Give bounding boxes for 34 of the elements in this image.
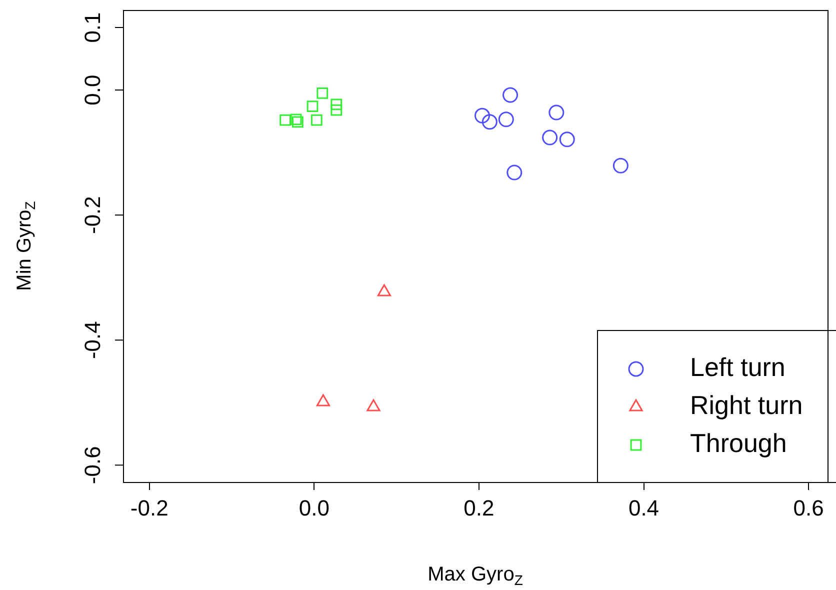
point (330, 98, 342, 110)
y-tick-label: -0.6 (80, 446, 106, 484)
x-tick-label: 0.4 (628, 495, 660, 520)
point (612, 158, 628, 174)
y-tick-label: 0.1 (80, 12, 106, 43)
x-tick-label: 0.0 (298, 495, 330, 520)
point (548, 104, 564, 120)
y-tick-label: 0.0 (80, 74, 106, 106)
point (482, 114, 498, 130)
point (559, 132, 575, 148)
point (366, 399, 380, 412)
point (292, 116, 304, 128)
x-tick-label: 0.6 (793, 495, 824, 520)
y-tick-label: -0.4 (80, 321, 106, 360)
x-tick-label: 0.2 (464, 495, 494, 520)
point (316, 394, 330, 406)
point (316, 87, 328, 99)
point (306, 100, 318, 112)
point (377, 284, 392, 296)
point (474, 108, 490, 124)
point (290, 114, 302, 126)
y-axis-title: Min GyroZ (14, 200, 38, 291)
legend-label: Left turn (690, 352, 786, 382)
legend-label: Through (690, 428, 787, 458)
x-tick-label: -0.2 (130, 495, 168, 520)
y-tick-label: -0.2 (80, 196, 106, 234)
point (310, 114, 322, 126)
point (506, 164, 522, 180)
point (542, 130, 558, 146)
legend-label: Right turn (690, 390, 803, 420)
point (330, 104, 342, 116)
point (502, 87, 518, 103)
point (498, 112, 514, 128)
point (280, 114, 292, 126)
